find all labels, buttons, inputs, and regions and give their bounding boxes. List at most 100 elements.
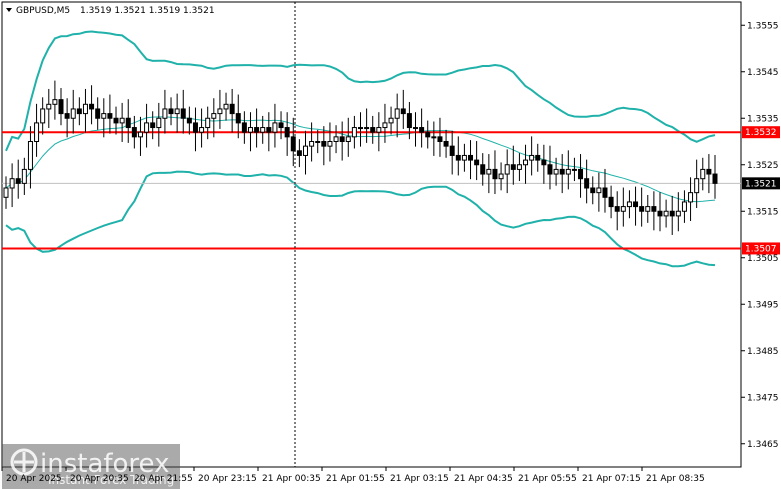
- candle: [571, 157, 577, 182]
- candle: [529, 136, 535, 176]
- candle: [327, 122, 333, 162]
- candle: [333, 125, 339, 154]
- candle: [309, 122, 315, 162]
- x-tick-label: 20 Apr 2025: [6, 474, 62, 484]
- candle: [370, 115, 376, 144]
- ohlc-label: 1.3519 1.3521 1.3519 1.3521: [80, 6, 215, 16]
- candle: [614, 191, 620, 231]
- candle: [125, 99, 131, 143]
- candle: [223, 92, 229, 121]
- lower-band: [5, 170, 716, 268]
- y-tick-label: 1.3535: [747, 114, 779, 124]
- candle: [339, 121, 345, 161]
- candle: [235, 94, 241, 139]
- candle: [272, 103, 278, 148]
- candle: [186, 106, 192, 135]
- candle: [64, 98, 70, 138]
- candle: [321, 126, 327, 166]
- candle: [431, 121, 437, 156]
- candle: [498, 162, 504, 191]
- current-price-label: 1.3521: [745, 179, 777, 189]
- candle: [590, 176, 596, 205]
- candle: [645, 194, 651, 223]
- y-tick-label: 1.3515: [747, 207, 779, 217]
- candle: [34, 103, 40, 157]
- candle: [547, 145, 553, 190]
- symbol-label: GBPUSD,M5: [16, 6, 70, 16]
- candle: [40, 97, 46, 135]
- candle: [474, 141, 480, 181]
- candle: [46, 88, 52, 129]
- level-tag-label: 1.3507: [745, 244, 777, 254]
- y-tick-label: 1.3525: [747, 161, 779, 171]
- y-tick-label: 1.3545: [747, 68, 779, 78]
- candle: [584, 159, 590, 204]
- watermark: instaforex Instant Forex Trading: [2, 444, 180, 489]
- x-tick-label: 20 Apr 23:15: [198, 474, 257, 484]
- candle: [626, 190, 632, 219]
- candle: [608, 185, 614, 219]
- candle: [168, 97, 174, 126]
- instaforex-logo-icon: [10, 448, 38, 476]
- candle: [620, 187, 626, 227]
- candle: [578, 154, 584, 198]
- candle: [565, 150, 571, 190]
- y-tick-label: 1.3465: [747, 440, 779, 450]
- candle: [113, 106, 119, 135]
- y-tick-label: 1.3475: [747, 393, 779, 403]
- candle: [9, 163, 15, 208]
- candle: [437, 117, 443, 157]
- upper-band: [5, 30, 716, 152]
- candle: [58, 88, 64, 126]
- candle: [553, 157, 559, 186]
- candle: [486, 154, 492, 194]
- candle: [669, 195, 675, 235]
- candle: [400, 89, 406, 129]
- candle: [156, 102, 162, 147]
- x-tick-label: 20 Apr 21:55: [134, 474, 193, 484]
- candle: [461, 143, 467, 172]
- candle: [302, 130, 308, 175]
- candle: [205, 106, 211, 140]
- x-tick-label: 21 Apr 05:55: [518, 474, 577, 484]
- candle: [180, 89, 186, 134]
- candle: [425, 120, 431, 149]
- candle: [712, 154, 718, 199]
- candle: [15, 159, 21, 199]
- candle: [413, 112, 419, 147]
- candle: [688, 177, 694, 222]
- candle: [89, 85, 95, 125]
- candle: [95, 97, 101, 130]
- candles: [3, 80, 718, 235]
- candle: [21, 157, 27, 195]
- candle: [284, 112, 290, 156]
- candle: [559, 154, 565, 194]
- candle: [443, 129, 449, 158]
- watermark-tagline: Instant Forex Trading: [48, 473, 174, 487]
- candle: [596, 172, 602, 212]
- candle: [150, 111, 156, 140]
- candle: [358, 112, 363, 147]
- candle: [296, 139, 302, 168]
- price-tags: 1.3532 1.3507 1.3521: [742, 126, 780, 255]
- candle: [681, 190, 687, 223]
- candle: [82, 88, 88, 133]
- candle: [260, 115, 266, 144]
- current-price-tag: [742, 177, 780, 190]
- candle: [52, 80, 58, 120]
- candle: [351, 115, 357, 149]
- y-axis: 1.3555 1.3545 1.3535 1.3525 1.3515 1.3505 1.34…: [741, 21, 779, 450]
- x-tick-label: 21 Apr 08:35: [646, 474, 705, 484]
- candle: [137, 116, 143, 156]
- level-tag: [742, 242, 780, 255]
- candle: [211, 98, 217, 138]
- plot-area: [1, 1, 742, 468]
- candle: [468, 140, 474, 180]
- candle: [254, 108, 260, 148]
- candle: [633, 186, 639, 226]
- candle: [510, 145, 516, 185]
- candle: [523, 144, 529, 184]
- candle: [247, 112, 253, 152]
- chart-header: GBPUSD,M5 1.3519 1.3521 1.3519 1.3521: [6, 6, 215, 16]
